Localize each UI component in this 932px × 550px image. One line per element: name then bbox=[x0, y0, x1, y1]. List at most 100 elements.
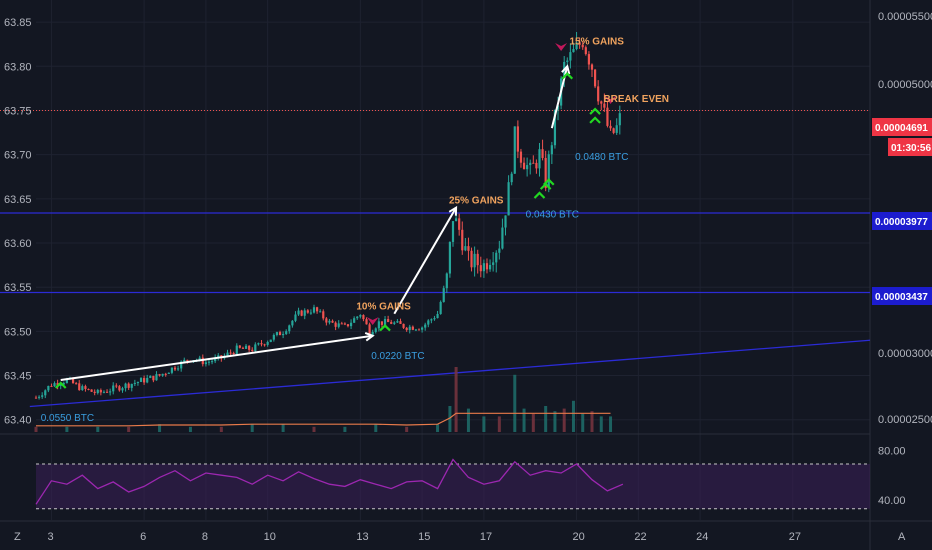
candle-body bbox=[396, 321, 399, 323]
left-axis-tick: 63.45 bbox=[4, 371, 32, 383]
volume-bar bbox=[497, 416, 501, 432]
candle-body bbox=[50, 385, 53, 387]
candle-body bbox=[201, 357, 204, 365]
x-axis-tick: 10 bbox=[264, 531, 276, 543]
candle-body bbox=[538, 149, 541, 169]
candle-body bbox=[309, 312, 313, 314]
candle-body bbox=[442, 288, 445, 302]
btc-amount-label: 0.0480 BTC bbox=[575, 152, 628, 163]
x-axis-tick: 15 bbox=[418, 531, 430, 543]
rsi-pane: 80.00 40.00 bbox=[35, 446, 906, 510]
candle-body bbox=[235, 345, 238, 354]
volume-bar bbox=[544, 406, 548, 432]
btc-amount-label: 0.0430 BTC bbox=[526, 210, 579, 221]
axes: 63.85 63.80 63.75 63.70 63.65 63.60 63.55 63.50… bbox=[4, 11, 932, 543]
candle-body bbox=[495, 252, 498, 263]
sell-marker bbox=[366, 316, 379, 325]
candle-body bbox=[176, 368, 180, 370]
candle-body bbox=[532, 162, 535, 164]
price-tags: 0.00004691 01:30:56 0.00003977 0.00003437 bbox=[872, 118, 932, 305]
left-axis-tick: 63.85 bbox=[4, 17, 32, 29]
volume-bar bbox=[531, 413, 535, 432]
candle-body bbox=[204, 362, 207, 365]
candle-body bbox=[319, 311, 322, 313]
candle-body bbox=[615, 125, 618, 133]
candle-body bbox=[535, 162, 538, 169]
buy-marker bbox=[561, 72, 574, 80]
candle-body bbox=[399, 321, 402, 324]
gain-label: 10% GAINS bbox=[356, 302, 411, 313]
candle-body bbox=[522, 162, 526, 170]
candle-body bbox=[186, 359, 189, 361]
candle-body bbox=[65, 378, 68, 384]
candle-body bbox=[600, 101, 603, 104]
x-axis-tick: 6 bbox=[140, 531, 146, 543]
candle-body bbox=[167, 372, 170, 374]
candle-body bbox=[513, 126, 516, 174]
left-axis-tick: 63.40 bbox=[4, 415, 32, 427]
candle-body bbox=[149, 375, 152, 378]
candle-body bbox=[217, 355, 220, 358]
volume-bar bbox=[374, 424, 378, 432]
candle-body bbox=[152, 375, 155, 381]
candle-body bbox=[501, 227, 504, 249]
left-axis-tick: 63.50 bbox=[4, 326, 32, 338]
volume-bar bbox=[590, 411, 594, 432]
candle-body bbox=[306, 310, 309, 313]
candle-body bbox=[34, 397, 38, 399]
candle-body bbox=[424, 324, 427, 328]
candle-body bbox=[492, 262, 495, 265]
gain-label: 25% GAINS bbox=[449, 196, 504, 207]
candle-body bbox=[612, 128, 615, 133]
candle-body bbox=[593, 69, 597, 87]
candle-body bbox=[266, 341, 269, 345]
candle-body bbox=[170, 367, 174, 373]
candle-body bbox=[278, 332, 282, 336]
volume-bar bbox=[553, 411, 557, 432]
candle-body bbox=[374, 328, 377, 332]
left-axis-tick: 63.55 bbox=[4, 282, 32, 294]
candle-body bbox=[349, 322, 353, 327]
volume-bar bbox=[454, 367, 458, 432]
price-tag-label: 0.00003437 bbox=[875, 292, 928, 303]
candle-body bbox=[408, 326, 411, 331]
candle-body bbox=[417, 329, 421, 331]
candle-body bbox=[44, 390, 47, 396]
candle-body bbox=[387, 319, 390, 323]
candle-body bbox=[254, 344, 257, 351]
candle-body bbox=[118, 386, 121, 391]
candle-body bbox=[597, 86, 600, 102]
candle-body bbox=[244, 345, 248, 349]
x-axis-tick: 24 bbox=[696, 531, 708, 543]
candle-body bbox=[541, 149, 544, 158]
candle-body bbox=[356, 316, 359, 319]
candle-body bbox=[99, 390, 102, 393]
gain-label: BREAK EVEN bbox=[603, 94, 669, 105]
candle-body bbox=[470, 250, 473, 268]
candle-body bbox=[41, 395, 44, 397]
candle-body bbox=[553, 109, 557, 146]
candle-body bbox=[158, 374, 161, 376]
candle-body bbox=[87, 388, 90, 390]
candle-body bbox=[59, 384, 62, 386]
candle-body bbox=[581, 44, 584, 48]
arrow-line bbox=[393, 207, 457, 315]
volume-bar bbox=[522, 408, 526, 432]
x-axis-tick: 3 bbox=[47, 531, 53, 543]
gain-label: 15% GAINS bbox=[569, 37, 624, 48]
candle-body bbox=[294, 314, 297, 321]
candle-body bbox=[590, 64, 594, 70]
candle-body bbox=[322, 311, 325, 319]
candle-body bbox=[232, 352, 235, 354]
z-corner-label: Z bbox=[14, 531, 21, 543]
rsi-tick-label: 80.00 bbox=[878, 446, 906, 458]
candle-body bbox=[402, 323, 405, 328]
candle-body bbox=[260, 343, 263, 345]
candle-body bbox=[198, 357, 201, 361]
left-axis-tick: 63.65 bbox=[4, 194, 32, 206]
candle-body bbox=[161, 373, 164, 376]
candle-body bbox=[109, 391, 112, 393]
candle-body bbox=[136, 381, 140, 383]
candle-body bbox=[405, 327, 408, 331]
